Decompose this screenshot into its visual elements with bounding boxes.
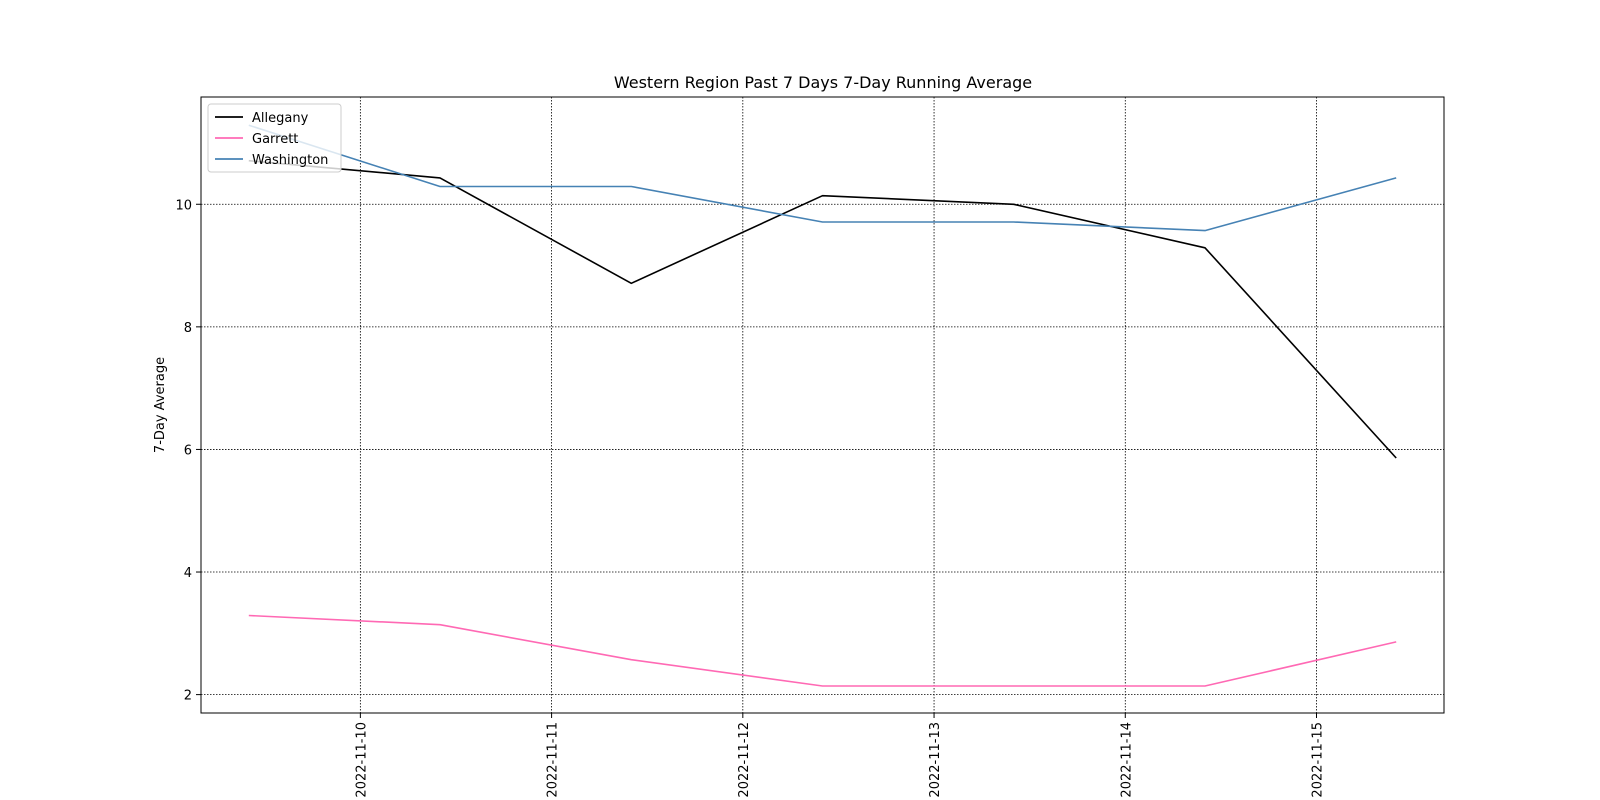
legend: Allegany Garrett Washington	[207, 103, 342, 173]
y-tick-label: 2	[184, 689, 192, 704]
plot-area-frame	[200, 96, 1445, 714]
x-tick-label: 2022-11-10	[354, 722, 369, 798]
series-line-washington	[248, 124, 1397, 232]
y-tick-label: 8	[184, 321, 192, 336]
chart-title: Western Region Past 7 Days 7-Day Running…	[614, 73, 1032, 92]
series-line-garrett	[248, 614, 1397, 687]
y-axis-label: 7-Day Average	[153, 357, 168, 453]
legend-box	[207, 103, 342, 173]
y-tick-label: 6	[184, 443, 192, 458]
axis-ticks: 2022-11-10 2022-11-11 2022-11-12 2022-11-13…	[175, 198, 1325, 797]
series-lines	[248, 124, 1397, 687]
grid-lines	[201, 97, 1444, 713]
x-tick-label: 2022-11-13	[928, 722, 943, 798]
y-tick-label: 4	[184, 566, 192, 581]
x-tick-label: 2022-11-15	[1311, 722, 1326, 798]
y-tick-label: 10	[175, 198, 192, 213]
series-line-allegany	[248, 159, 1397, 459]
x-tick-label: 2022-11-12	[737, 722, 752, 798]
x-tick-label: 2022-11-11	[546, 722, 561, 798]
x-tick-label: 2022-11-14	[1119, 722, 1134, 798]
legend-entry-washington: Washington	[252, 153, 328, 168]
legend-entry-garrett: Garrett	[252, 132, 298, 147]
legend-entry-allegany: Allegany	[252, 111, 309, 126]
